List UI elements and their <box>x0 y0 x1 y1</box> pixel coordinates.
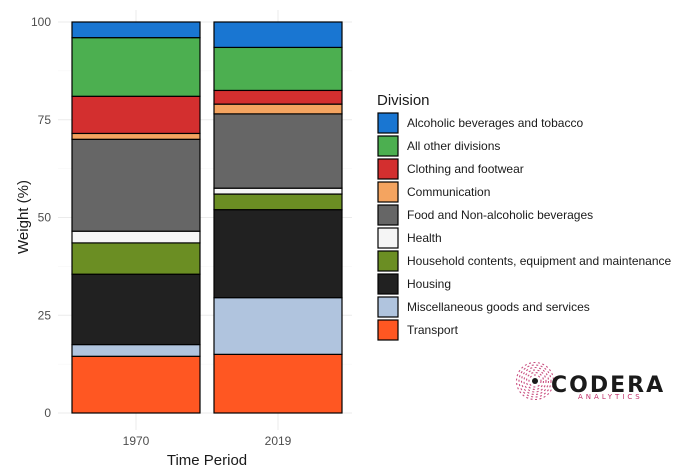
logo-ring <box>518 364 552 398</box>
bar-segment <box>213 21 343 49</box>
bar-segment <box>213 209 343 299</box>
legend-label: Health <box>407 231 442 245</box>
legend-swatch <box>377 181 399 203</box>
x-tick-label: 2019 <box>265 434 292 448</box>
y-tick-label: 100 <box>31 15 51 29</box>
y-tick-label: 25 <box>38 308 52 322</box>
legend-label: All other divisions <box>407 139 500 153</box>
bar-segment <box>213 89 343 105</box>
y-tick-label: 0 <box>44 406 51 420</box>
codera-logo: CODERA ANALYTICS <box>515 361 665 401</box>
bar-segment <box>71 355 201 414</box>
logo-ring <box>525 371 545 391</box>
legend-items: Alcoholic beverages and tobacco All other… <box>377 112 672 341</box>
legend-label: Communication <box>407 185 490 199</box>
bar-segment <box>71 343 201 357</box>
legend-label: Household contents, equipment and mainte… <box>407 254 672 268</box>
bars <box>71 21 343 414</box>
bar-segment <box>71 138 201 232</box>
bar-segment <box>71 37 201 97</box>
y-axis-ticks: 0 25 50 75 100 <box>31 15 51 420</box>
bar-segment <box>213 353 343 414</box>
bar-segment <box>213 187 343 195</box>
codera-logo-mark <box>515 361 555 401</box>
logo-ring <box>523 369 547 393</box>
legend-swatch <box>377 319 399 341</box>
bar-segment <box>71 242 201 275</box>
logo-ring <box>528 374 542 388</box>
bar-segment <box>213 297 343 355</box>
legend-label: Transport <box>407 323 459 337</box>
x-axis-ticks: 1970 2019 <box>123 434 292 448</box>
bar-segment <box>213 103 343 115</box>
legend-swatch <box>377 135 399 157</box>
legend-swatch <box>377 227 399 249</box>
legend-swatch <box>377 296 399 318</box>
logo-ring <box>515 361 555 401</box>
legend-swatch <box>377 250 399 272</box>
bar-segment <box>71 230 201 244</box>
bar-segment <box>213 113 343 189</box>
legend-label: Housing <box>407 277 451 291</box>
logo-subtitle: ANALYTICS <box>578 393 643 401</box>
bar-segment <box>71 21 201 39</box>
logo-core <box>532 378 538 384</box>
legend-swatch <box>377 204 399 226</box>
bar-segment <box>71 95 201 135</box>
bar-segment <box>213 46 343 92</box>
legend-swatch <box>377 273 399 295</box>
legend-label: Clothing and footwear <box>407 162 524 176</box>
logo-ring <box>520 366 550 396</box>
y-axis-title: Weight (%) <box>15 180 32 254</box>
legend-swatch <box>377 112 399 134</box>
y-tick-label: 75 <box>38 113 52 127</box>
legend-title: Division <box>377 92 430 109</box>
logo-wordmark: CODERA <box>551 373 665 398</box>
x-axis-title: Time Period <box>167 452 247 469</box>
legend-label: Alcoholic beverages and tobacco <box>407 116 583 130</box>
bar-segment <box>71 132 201 140</box>
bar-segment <box>71 273 201 346</box>
y-tick-label: 50 <box>38 211 52 225</box>
legend-swatch <box>377 158 399 180</box>
x-tick-label: 1970 <box>123 434 150 448</box>
legend-label: Food and Non-alcoholic beverages <box>407 208 593 222</box>
legend: Division Alcoholic beverages and tobacco… <box>377 92 672 341</box>
bar-segment <box>213 193 343 211</box>
legend-label: Miscellaneous goods and services <box>407 300 590 314</box>
